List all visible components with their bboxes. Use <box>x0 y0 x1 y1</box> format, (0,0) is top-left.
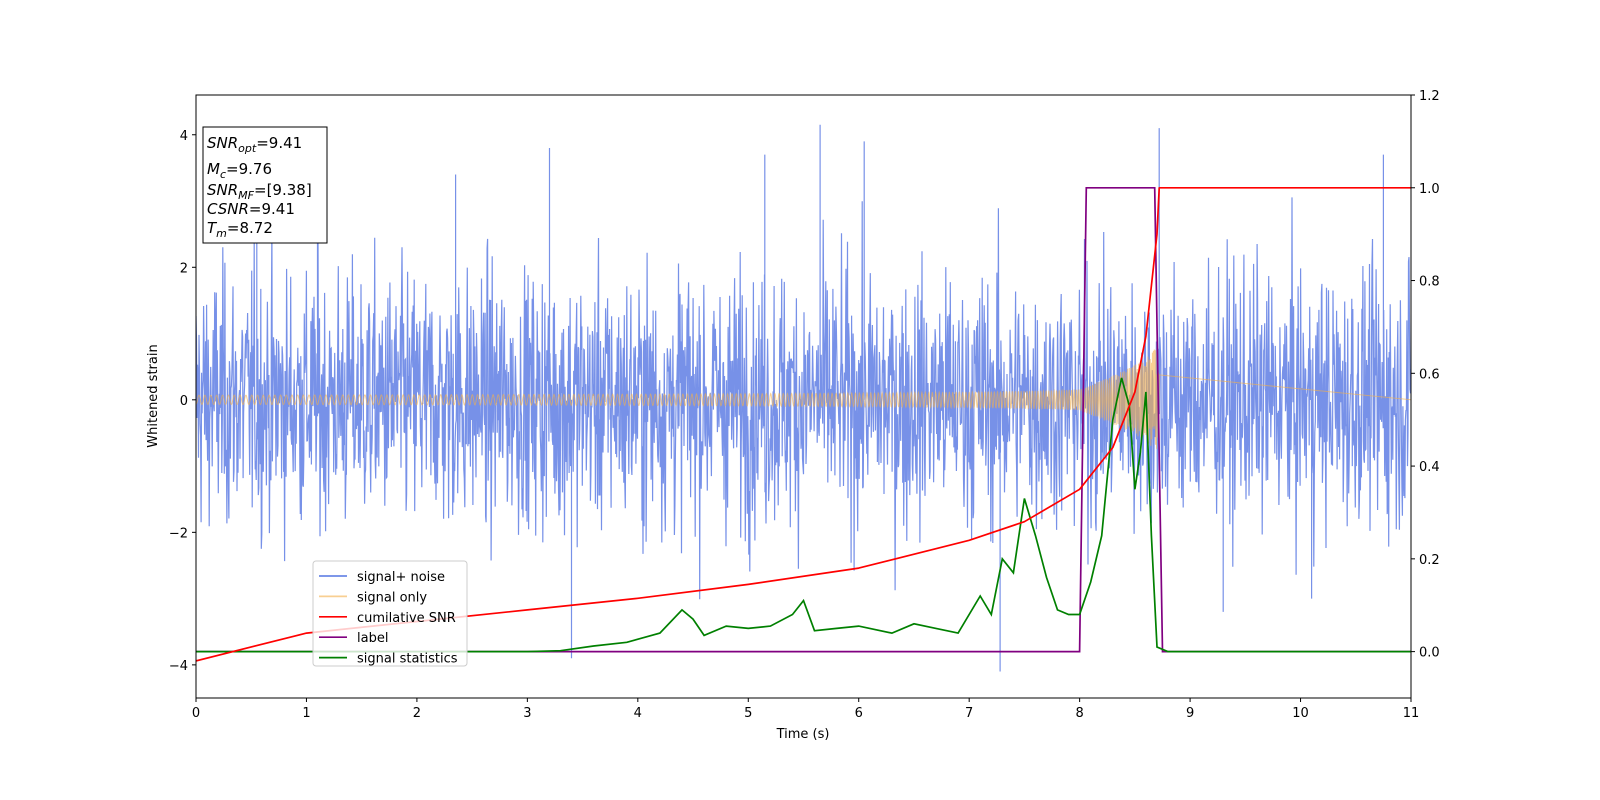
y2-tick-label: 0.0 <box>1419 646 1440 661</box>
x-tick-label: 1 <box>302 706 310 721</box>
y-tick-label: −2 <box>169 526 188 541</box>
legend-label: label <box>357 631 388 646</box>
x-tick-label: 3 <box>523 706 531 721</box>
x-tick-label: 11 <box>1403 706 1420 721</box>
y-tick-label: 2 <box>180 261 188 276</box>
y-tick-label: 0 <box>180 394 188 409</box>
info-snr-opt: SNRopt=9.41 <box>207 134 302 155</box>
plot-area <box>196 124 1411 672</box>
x-tick-label: 4 <box>634 706 642 721</box>
x-tick-label: 0 <box>192 706 200 721</box>
info-csnr: CSNR=9.41 <box>207 200 295 218</box>
y2-tick-label: 1.0 <box>1419 182 1440 197</box>
y-axis-label: Whitened strain <box>146 344 161 447</box>
y-tick-label: −4 <box>169 659 188 674</box>
y2-tick-label: 0.4 <box>1419 460 1440 475</box>
y2-tick-label: 1.2 <box>1419 89 1440 104</box>
axes: 0 1 2 3 4 5 6 7 8 9 10 11 −4 −2 0 2 4 0.0 0.2 0.4 0.6 0.8 1.0 1… <box>169 89 1440 721</box>
legend-label: signal statistics <box>357 652 458 667</box>
legend-label: signal+ noise <box>357 570 445 585</box>
x-tick-label: 2 <box>413 706 421 721</box>
series-signal-only <box>196 348 1411 449</box>
x-tick-label: 6 <box>855 706 863 721</box>
series-signal-statistics <box>196 377 1411 653</box>
info-snr-mf: SNRMF=[9.38] <box>207 181 312 202</box>
x-tick-label: 10 <box>1292 706 1309 721</box>
y2-tick-label: 0.2 <box>1419 553 1440 568</box>
y-tick-label: 4 <box>180 129 188 144</box>
series-signal-noise <box>196 124 1411 672</box>
plot-frame <box>195 94 1412 699</box>
x-tick-label: 8 <box>1075 706 1083 721</box>
x-tick-label: 7 <box>965 706 973 721</box>
info-box: SNRopt=9.41 Mc=9.76 SNRMF=[9.38] CSNR=9.… <box>202 126 328 244</box>
legend-label: signal only <box>357 590 427 605</box>
legend: signal+ noise signal only cumilative SNR la… <box>312 560 468 667</box>
info-tm: Tm=8.72 <box>207 219 273 240</box>
x-tick-label: 5 <box>744 706 752 721</box>
x-tick-label: 9 <box>1186 706 1194 721</box>
y2-tick-label: 0.6 <box>1419 367 1440 382</box>
x-axis-label: Time (s) <box>776 727 830 742</box>
legend-label: cumilative SNR <box>357 611 456 626</box>
info-mc: Mc=9.76 <box>207 160 272 181</box>
series-cumulative-snr <box>196 186 1411 662</box>
y2-tick-label: 0.8 <box>1419 275 1440 290</box>
